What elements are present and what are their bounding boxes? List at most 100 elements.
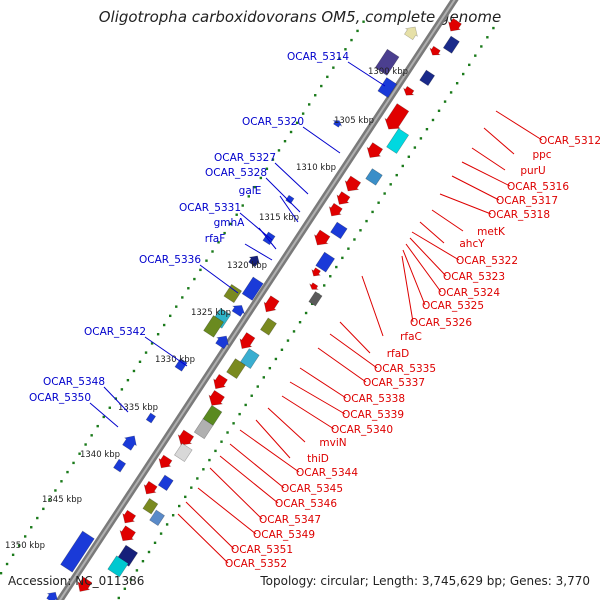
tick-dot	[235, 213, 238, 216]
tick-dot	[289, 130, 293, 134]
tick-dot	[332, 66, 335, 69]
tick-dot	[244, 403, 247, 407]
plus-leader-line	[265, 177, 301, 213]
minus-gene-arrow	[344, 175, 362, 192]
minus-leader-line	[361, 275, 384, 337]
minus-gene-label: OCAR_5345	[281, 483, 343, 495]
tick-dot	[11, 553, 15, 557]
scale-label: 1320 kbp	[227, 261, 267, 271]
tick-dot	[271, 158, 275, 161]
tick-dot	[117, 596, 120, 600]
minus-leader-line	[495, 110, 543, 141]
plus-gene-box	[60, 530, 95, 573]
minus-gene-label: OCAR_5344	[296, 467, 358, 479]
minus-gene-label: metK	[477, 226, 506, 238]
tick-dot	[190, 486, 193, 489]
minus-gene-label: OCAR_5339	[342, 409, 404, 421]
tick-dot	[17, 544, 21, 547]
minus-gene-arrow	[77, 576, 93, 592]
tick-dot	[256, 385, 259, 388]
minus-gene-label: ppc	[532, 149, 551, 161]
minus-gene-arrow	[309, 282, 320, 290]
tick-dot	[60, 480, 63, 483]
minus-leader-line	[329, 333, 378, 369]
tick-dot	[250, 394, 253, 397]
tick-dot	[338, 57, 341, 60]
minus-gene-box	[202, 405, 223, 426]
tick-dot	[283, 139, 287, 143]
tick-dot	[274, 357, 278, 361]
tick-dot	[202, 468, 205, 471]
tick-dot	[165, 523, 169, 526]
tick-dot	[329, 275, 332, 278]
tick-dot	[132, 369, 136, 373]
plus-leader-line	[274, 162, 309, 195]
tick-dot	[171, 514, 175, 517]
minus-gene-arrow	[239, 332, 256, 350]
tick-dot	[341, 256, 344, 260]
plus-gene-label: OCAR_5348	[43, 376, 105, 388]
plus-gene-label: OCAR_5350	[29, 392, 91, 404]
minus-gene-arrow	[448, 17, 462, 32]
minus-leader-line	[177, 513, 229, 564]
tick-dot	[262, 376, 266, 379]
plus-gene-label: OCAR_5336	[139, 254, 201, 266]
tick-dot	[307, 103, 311, 106]
tick-dot	[449, 91, 453, 94]
tick-dot	[217, 241, 220, 244]
tick-dot	[419, 137, 423, 140]
minus-gene-label: purU	[520, 165, 545, 177]
tick-dot	[443, 100, 447, 103]
tick-dot	[0, 572, 3, 575]
tick-dot	[90, 434, 93, 437]
tick-dot	[153, 541, 157, 545]
tick-dot	[295, 121, 299, 125]
minus-gene-label: OCAR_5335	[374, 363, 436, 375]
plus-gene-label: rfaF	[205, 233, 226, 245]
tick-dot	[48, 498, 51, 501]
tick-dot	[181, 296, 184, 299]
minus-gene-box	[239, 348, 260, 369]
minus-gene-box	[193, 418, 214, 440]
minus-gene-box	[226, 358, 246, 380]
tick-dot	[211, 250, 214, 253]
minus-gene-label: OCAR_5317	[496, 195, 558, 207]
plus-gene-box	[203, 315, 224, 338]
tick-dot	[23, 535, 27, 538]
minus-gene-arrow	[158, 454, 173, 469]
plus-gene-label: OCAR_5320	[242, 116, 304, 128]
minus-gene-arrow	[429, 45, 441, 56]
plus-gene-label: OCAR_5328	[205, 167, 267, 179]
tick-dot	[298, 321, 302, 324]
tick-dot	[150, 342, 154, 345]
minus-gene-label: OCAR_5316	[507, 181, 569, 193]
minus-leader-line	[419, 221, 445, 244]
minus-gene-box	[260, 317, 277, 336]
scale-label: 1310 kbp	[296, 163, 336, 173]
tick-dot	[220, 440, 223, 443]
minus-gene-arrow	[119, 525, 136, 542]
minus-gene-box	[149, 509, 165, 527]
tick-dot	[147, 550, 151, 554]
plus-leader-line	[244, 243, 273, 261]
tick-dot	[138, 360, 142, 363]
tick-dot	[232, 422, 235, 425]
minus-gene-arrow	[213, 373, 228, 390]
tick-dot	[253, 185, 257, 189]
minus-gene-label: OCAR_5338	[343, 393, 405, 405]
minus-gene-arrow	[177, 429, 195, 446]
tick-dot	[259, 176, 263, 180]
plus-leader-line	[89, 402, 119, 428]
minus-gene-label: OCAR_5312	[539, 135, 600, 147]
tick-dot	[304, 311, 308, 315]
tick-dot	[344, 48, 347, 51]
minus-gene-box	[419, 69, 436, 87]
minus-gene-label: OCAR_5349	[253, 529, 315, 541]
minus-gene-label: OCAR_5326	[410, 317, 472, 329]
tick-dot	[431, 118, 435, 122]
minus-gene-label: OCAR_5340	[331, 424, 393, 436]
tick-dot	[72, 461, 75, 465]
plus-gene-arrow	[122, 435, 137, 451]
scale-label: 1305 kbp	[334, 116, 374, 126]
outer-tick-track	[0, 20, 365, 575]
